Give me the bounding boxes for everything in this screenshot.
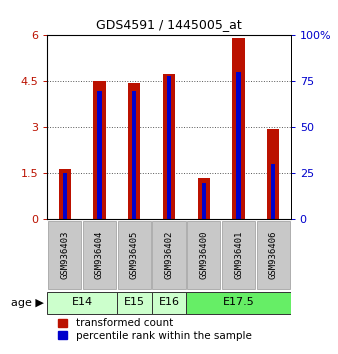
FancyBboxPatch shape <box>83 221 116 289</box>
Text: E15: E15 <box>124 297 145 307</box>
Text: age ▶: age ▶ <box>11 298 44 308</box>
FancyBboxPatch shape <box>118 221 151 289</box>
Bar <box>202 183 206 219</box>
Text: GSM936406: GSM936406 <box>269 231 278 279</box>
Bar <box>167 76 171 219</box>
FancyBboxPatch shape <box>186 292 291 314</box>
Bar <box>93 81 105 219</box>
Text: E16: E16 <box>159 297 179 307</box>
Text: GDS4591 / 1445005_at: GDS4591 / 1445005_at <box>96 18 242 31</box>
Legend: transformed count, percentile rank within the sample: transformed count, percentile rank withi… <box>58 319 251 341</box>
Bar <box>97 91 101 219</box>
FancyBboxPatch shape <box>187 221 220 289</box>
Bar <box>163 74 175 219</box>
Bar <box>271 164 275 219</box>
FancyBboxPatch shape <box>222 221 255 289</box>
Text: GSM936400: GSM936400 <box>199 231 208 279</box>
Text: GSM936405: GSM936405 <box>130 231 139 279</box>
FancyBboxPatch shape <box>152 221 186 289</box>
Bar <box>233 39 245 219</box>
Text: GSM936401: GSM936401 <box>234 231 243 279</box>
FancyBboxPatch shape <box>152 292 186 314</box>
FancyBboxPatch shape <box>117 292 152 314</box>
Bar <box>267 129 280 219</box>
Text: GSM936403: GSM936403 <box>60 231 69 279</box>
FancyBboxPatch shape <box>48 221 81 289</box>
FancyBboxPatch shape <box>257 221 290 289</box>
Bar <box>237 72 241 219</box>
Text: GSM936404: GSM936404 <box>95 231 104 279</box>
Bar <box>128 83 140 219</box>
Bar <box>198 178 210 219</box>
Bar <box>132 91 136 219</box>
Text: E17.5: E17.5 <box>223 297 255 307</box>
Bar <box>58 169 71 219</box>
Text: GSM936402: GSM936402 <box>165 231 173 279</box>
Text: E14: E14 <box>72 297 93 307</box>
FancyBboxPatch shape <box>47 292 117 314</box>
Bar <box>63 173 67 219</box>
